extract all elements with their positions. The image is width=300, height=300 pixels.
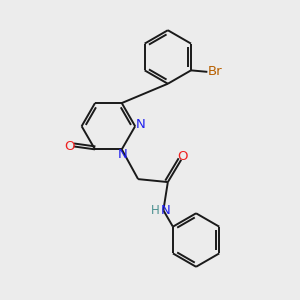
Text: Br: Br [208, 65, 223, 78]
Text: N: N [161, 204, 171, 217]
Text: O: O [177, 150, 188, 163]
Text: O: O [64, 140, 74, 153]
Text: N: N [136, 118, 146, 131]
Text: H: H [151, 204, 159, 217]
Text: N: N [118, 148, 127, 161]
